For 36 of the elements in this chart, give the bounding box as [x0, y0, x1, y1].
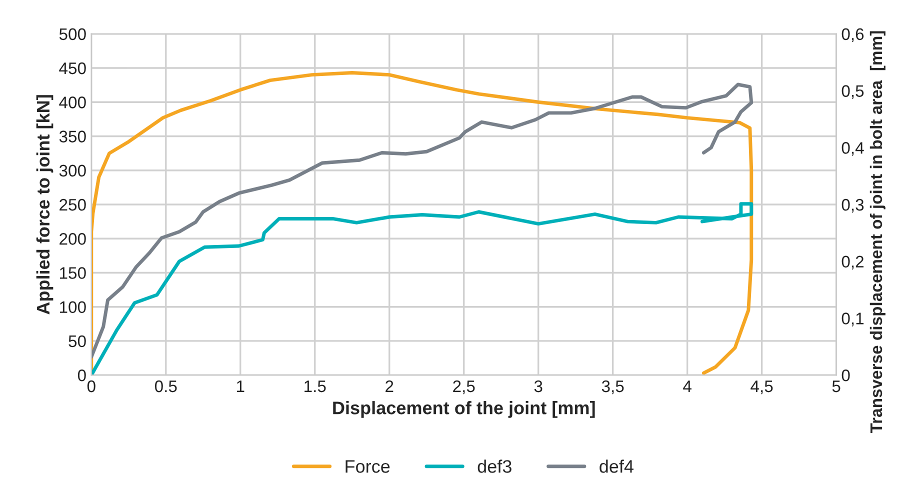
y-tick-label: 100	[60, 301, 86, 314]
legend-label: def3	[478, 460, 512, 473]
x-tick-label: 2	[386, 380, 394, 392]
x-tick-label: 3,5	[602, 380, 624, 394]
x-tick-label: 4,5	[750, 380, 773, 394]
x-axis-title: Displacement of the joint [mm]	[333, 401, 595, 418]
x-tick-label: 1.5	[304, 380, 326, 392]
y2-tick-label: 0	[842, 370, 850, 382]
y-tick-label: 450	[59, 62, 86, 74]
y2-tick-label: 0,5	[842, 85, 864, 99]
y-tick-label: 50	[68, 335, 86, 348]
y2-tick-label: 0,4	[842, 142, 864, 156]
legend-label: def4	[600, 460, 634, 473]
x-tick-label: 5	[832, 380, 840, 392]
x-tick-label: 0	[87, 380, 96, 392]
y2-tick-label: 0,1	[842, 312, 864, 326]
y2-tick-label: 0,3	[842, 198, 864, 213]
line-series	[91, 202, 754, 376]
y-tick-label: 0	[78, 370, 86, 382]
y-tick-label: 350	[59, 130, 86, 142]
y-tick-label: 150	[60, 267, 86, 279]
x-tick-label: 3	[534, 380, 542, 392]
x-tick-label: 0.5	[154, 380, 177, 392]
y2-tick-label: 0,2	[842, 256, 864, 270]
x-tick-label: 1	[237, 380, 244, 392]
y-tick-label: 200	[60, 233, 86, 245]
y-axis-title: Applied force to joint [kN]	[36, 95, 54, 314]
y2-axis-title: Transverse displacement of joint in bolt area [mm]	[870, 31, 886, 434]
y-tick-label: 300	[59, 164, 86, 177]
y2-tick-label: 0,6	[842, 28, 864, 42]
y-tick-label: 250	[60, 198, 86, 211]
x-tick-label: 4	[683, 380, 692, 392]
x-tick-label: 2,5	[453, 380, 475, 394]
legend-label: Force	[346, 460, 390, 473]
y-tick-label: 500	[59, 28, 86, 40]
y-tick-label: 400	[59, 96, 86, 108]
